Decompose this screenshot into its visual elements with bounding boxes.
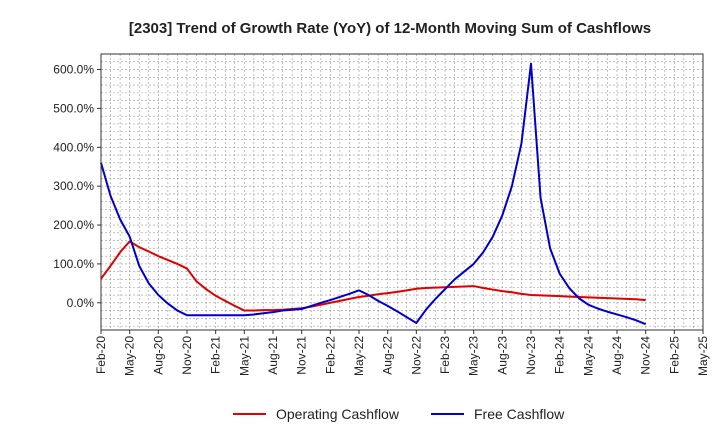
legend-label: Operating Cashflow [276, 406, 400, 422]
x-tick-label: Aug-23 [495, 336, 509, 375]
legend-item-operating-cashflow: Operating Cashflow [233, 406, 400, 422]
x-tick-label: Nov-24 [639, 336, 653, 375]
x-tick-label: Nov-23 [524, 336, 538, 375]
y-tick-label: 100.0% [53, 257, 94, 271]
x-tick-label: May-22 [352, 336, 366, 376]
x-tick-label: Aug-21 [266, 336, 280, 375]
legend-item-free-cashflow: Free Cashflow [431, 406, 565, 422]
x-tick-label: Aug-24 [610, 336, 624, 375]
legend-label: Free Cashflow [474, 406, 565, 422]
series-line-free-cashflow [100, 62, 647, 326]
series-line-operating-cashflow [100, 240, 646, 312]
y-axis: 0.0% 100.0% 200.0% 300.0% 400.0% 500.0% 600.0% [53, 63, 101, 310]
x-tick-label: Nov-20 [180, 336, 194, 375]
x-tick-label: May-20 [123, 336, 137, 376]
y-tick-label: 500.0% [53, 101, 94, 115]
x-tick-label: May-25 [696, 336, 710, 376]
x-tick-label: Feb-25 [667, 336, 681, 374]
y-tick-label: 200.0% [53, 218, 94, 232]
x-tick-label: May-23 [467, 336, 481, 376]
y-tick-label: 600.0% [53, 63, 94, 77]
plot-border [100, 53, 704, 331]
x-tick-label: Feb-24 [553, 336, 567, 374]
x-tick-label: Nov-21 [295, 336, 309, 375]
plot-area [101, 54, 703, 330]
y-tick-label: 400.0% [53, 140, 94, 154]
x-tick-label: Feb-21 [209, 336, 223, 374]
x-tick-label: Feb-23 [438, 336, 452, 374]
legend: Operating Cashflow Free Cashflow [233, 406, 565, 422]
x-tick-label: Feb-20 [94, 336, 108, 374]
x-tick-label: Aug-22 [381, 336, 395, 375]
chart-title: [2303] Trend of Growth Rate (YoY) of 12-… [129, 20, 651, 37]
x-tick-label: Aug-20 [151, 336, 165, 375]
x-axis: Feb-20 May-20 Aug-20 Nov-20 Feb-21 May-21 Aug-… [94, 330, 710, 376]
y-tick-label: 300.0% [53, 179, 94, 193]
x-tick-label: May-21 [237, 336, 251, 376]
x-tick-label: Feb-22 [323, 336, 337, 374]
x-tick-label: May-24 [581, 336, 595, 376]
x-tick-label: Nov-22 [409, 336, 423, 375]
y-tick-label: 0.0% [67, 296, 95, 310]
grid-layer [100, 53, 704, 330]
series-layer [100, 62, 647, 326]
